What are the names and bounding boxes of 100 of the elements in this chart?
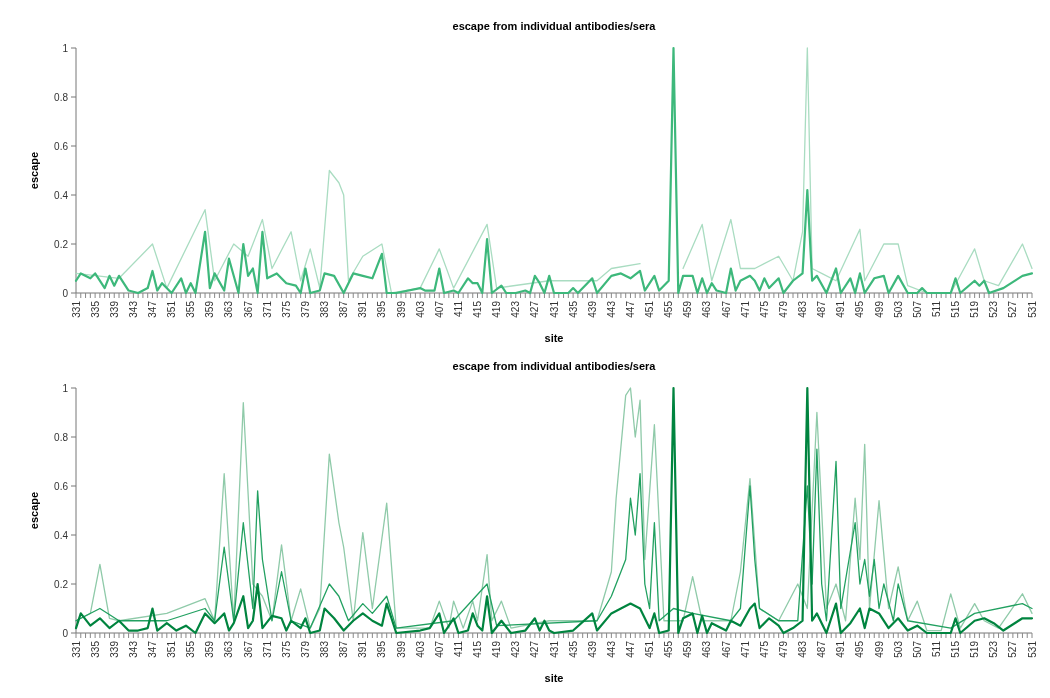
x-tick-label: 331 — [70, 640, 82, 658]
x-axis-title: site — [544, 332, 564, 344]
x-tick-label: 463 — [701, 300, 713, 318]
x-tick-label: 503 — [892, 300, 904, 318]
x-tick-label: 363 — [223, 640, 235, 658]
x-tick-label: 483 — [797, 300, 809, 318]
y-axis-title: escape — [28, 491, 40, 530]
x-tick-label: 419 — [491, 640, 503, 658]
x-tick-label: 375 — [280, 300, 292, 318]
x-tick-label: 507 — [911, 300, 923, 318]
x-tick-label: 359 — [204, 640, 216, 658]
x-tick-label: 367 — [242, 640, 254, 658]
x-tick-label: 367 — [242, 300, 254, 318]
x-tick-label: 439 — [586, 640, 598, 658]
x-tick-label: 391 — [357, 300, 369, 318]
x-tick-label: 331 — [70, 300, 82, 318]
y-axis-title: escape — [28, 151, 40, 190]
x-tick-label: 471 — [739, 300, 751, 318]
x-tick-label: 495 — [854, 300, 866, 318]
x-tick-label: 451 — [644, 300, 656, 318]
x-tick-label: 427 — [529, 300, 541, 318]
y-tick-label: 0 — [62, 287, 69, 299]
x-tick-label: 427 — [529, 640, 541, 658]
x-tick-label: 467 — [720, 300, 732, 318]
x-tick-label: 531 — [1026, 640, 1038, 658]
x-tick-label: 415 — [472, 640, 484, 658]
x-tick-label: 479 — [777, 300, 789, 318]
x-tick-label: 343 — [127, 300, 139, 318]
x-tick-label: 443 — [605, 640, 617, 658]
x-tick-label: 515 — [950, 300, 962, 318]
x-tick-label: 527 — [1007, 640, 1019, 658]
x-tick-label: 455 — [663, 640, 675, 658]
x-tick-label: 407 — [433, 640, 445, 658]
y-tick-label: 1 — [62, 42, 69, 54]
x-tick-label: 383 — [319, 640, 331, 658]
x-tick-label: 475 — [758, 300, 770, 318]
x-tick-label: 523 — [988, 300, 1000, 318]
x-tick-label: 395 — [376, 640, 388, 658]
x-tick-label: 423 — [510, 640, 522, 658]
x-tick-label: 339 — [108, 300, 120, 318]
x-tick-label: 471 — [739, 640, 751, 658]
x-tick-label: 463 — [701, 640, 713, 658]
x-tick-label: 435 — [567, 300, 579, 318]
x-tick-label: 411 — [452, 300, 464, 317]
x-tick-label: 407 — [433, 300, 445, 318]
x-tick-label: 383 — [319, 300, 331, 318]
x-tick-label: 467 — [720, 640, 732, 658]
x-tick-label: 379 — [299, 640, 311, 658]
x-tick-label: 511 — [930, 300, 942, 317]
x-tick-label: 335 — [89, 300, 101, 318]
x-tick-label: 515 — [950, 640, 962, 658]
x-tick-label: 411 — [452, 640, 464, 657]
y-tick-label: 0.6 — [54, 480, 69, 492]
x-tick-label: 403 — [414, 640, 426, 658]
x-tick-label: 447 — [624, 640, 636, 658]
x-tick-label: 419 — [491, 300, 503, 318]
x-tick-label: 479 — [777, 640, 789, 658]
y-tick-label: 0.8 — [54, 431, 69, 443]
x-tick-label: 363 — [223, 300, 235, 318]
y-tick-label: 0 — [62, 627, 69, 639]
x-tick-label: 483 — [797, 640, 809, 658]
x-axis-title: site — [544, 672, 564, 684]
x-tick-label: 459 — [682, 300, 694, 318]
y-tick-label: 1 — [62, 382, 69, 394]
x-tick-label: 347 — [146, 300, 158, 318]
x-tick-label: 387 — [338, 300, 350, 318]
x-tick-label: 351 — [166, 640, 178, 658]
x-tick-label: 499 — [873, 300, 885, 318]
x-tick-label: 399 — [395, 300, 407, 318]
x-tick-label: 435 — [567, 640, 579, 658]
x-tick-label: 339 — [108, 640, 120, 658]
x-tick-label: 375 — [280, 640, 292, 658]
x-tick-label: 371 — [261, 640, 273, 658]
x-tick-label: 443 — [605, 300, 617, 318]
x-tick-label: 359 — [204, 300, 216, 318]
x-tick-label: 431 — [548, 640, 560, 658]
x-tick-label: 531 — [1026, 300, 1038, 318]
chart-title: escape from individual antibodies/sera — [452, 360, 657, 372]
y-tick-label: 0.8 — [54, 91, 69, 103]
x-tick-label: 439 — [586, 300, 598, 318]
x-tick-label: 523 — [988, 640, 1000, 658]
line-series — [75, 448, 1033, 629]
x-tick-label: 431 — [548, 300, 560, 318]
x-tick-label: 455 — [663, 300, 675, 318]
x-tick-label: 507 — [911, 640, 923, 658]
y-tick-label: 0.2 — [54, 578, 69, 590]
x-tick-label: 519 — [969, 300, 981, 318]
y-tick-label: 0.4 — [54, 189, 69, 201]
x-tick-label: 499 — [873, 640, 885, 658]
x-tick-label: 527 — [1007, 300, 1019, 318]
x-tick-label: 371 — [261, 300, 273, 318]
x-tick-label: 403 — [414, 300, 426, 318]
x-tick-label: 491 — [835, 300, 847, 318]
x-tick-label: 447 — [624, 300, 636, 318]
x-tick-label: 475 — [758, 640, 770, 658]
x-tick-label: 491 — [835, 640, 847, 658]
chart-title: escape from individual antibodies/sera — [452, 20, 657, 32]
x-tick-label: 351 — [166, 300, 178, 318]
x-tick-label: 487 — [816, 640, 828, 658]
x-tick-label: 335 — [89, 640, 101, 658]
